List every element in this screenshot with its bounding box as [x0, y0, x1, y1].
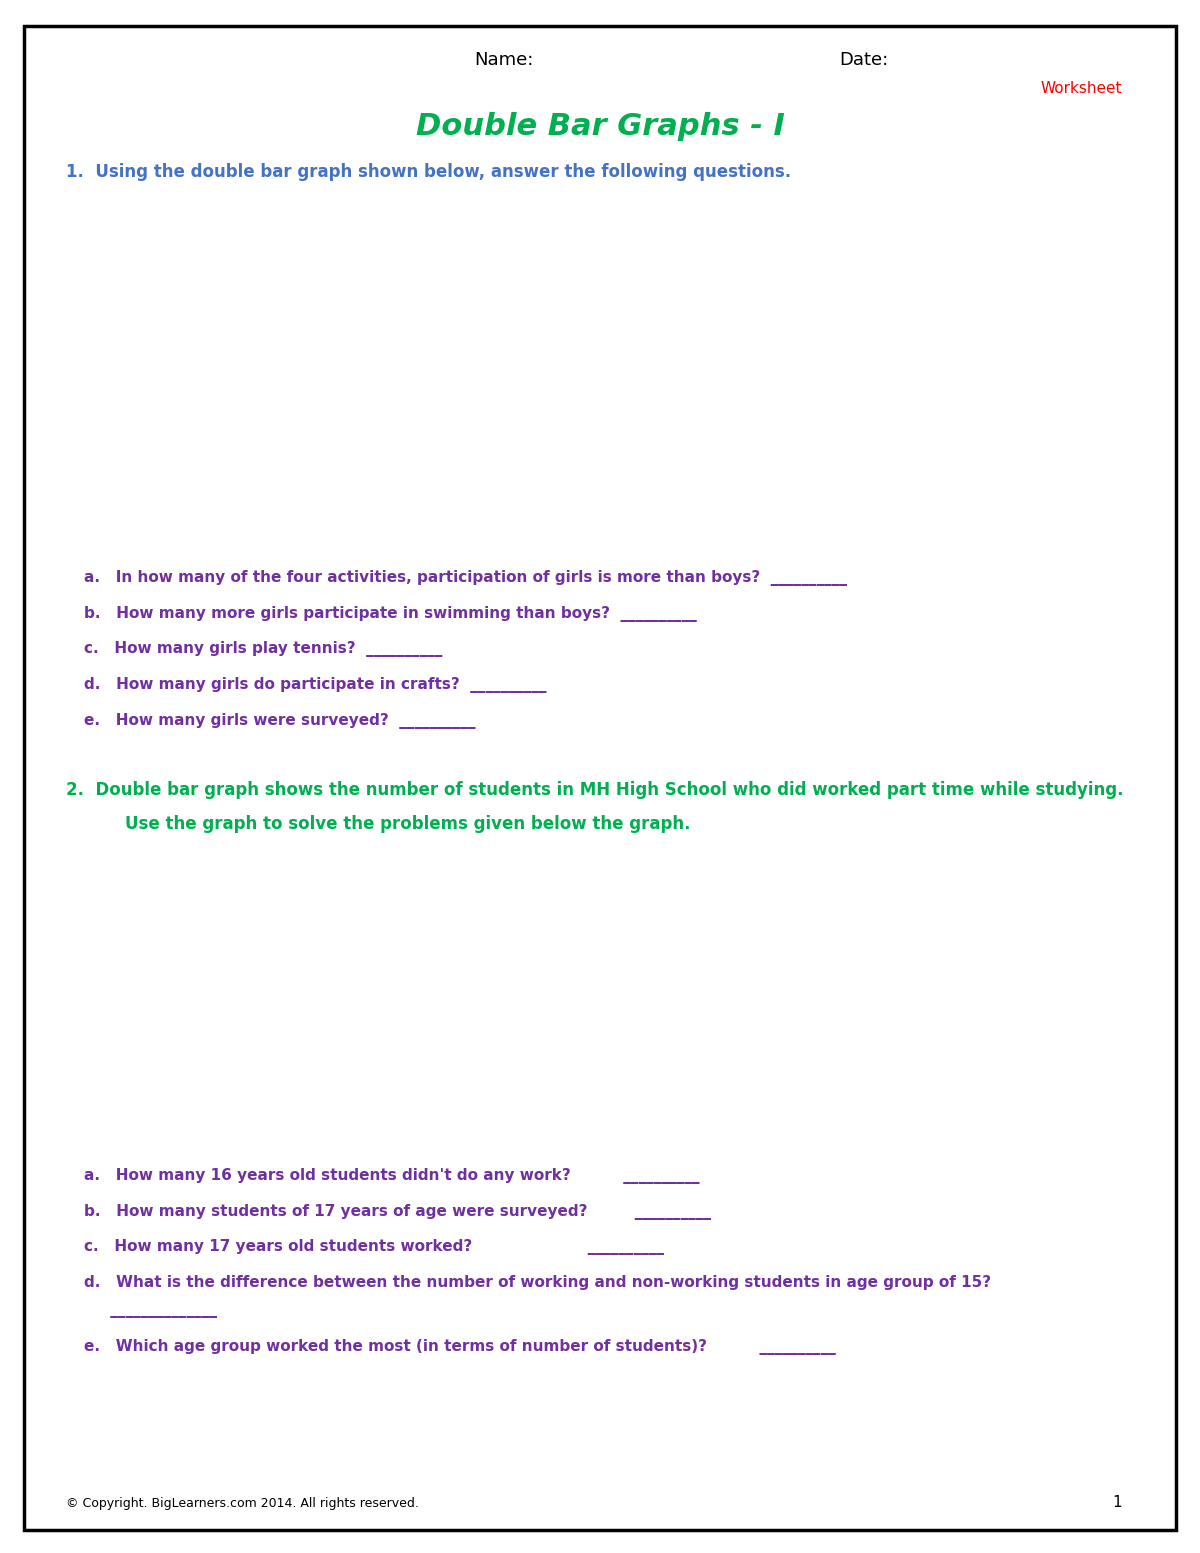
- Text: d.   What is the difference between the number of working and non-working studen: d. What is the difference between the nu…: [84, 1275, 991, 1291]
- Text: © Copyright. BigLearners.com 2014. All rights reserved.: © Copyright. BigLearners.com 2014. All r…: [66, 1497, 419, 1510]
- Text: b.   How many more girls participate in swimming than boys?  __________: b. How many more girls participate in sw…: [84, 606, 697, 621]
- Text: ______________: ______________: [84, 1303, 217, 1318]
- Bar: [706, 1023, 780, 1146]
- Bar: [844, 994, 918, 1146]
- Bar: [632, 871, 706, 1146]
- Text: Worksheet: Worksheet: [1040, 81, 1122, 96]
- Bar: [144, 244, 964, 275]
- Bar: [420, 1054, 494, 1146]
- Text: e.   How many girls were surveyed?  __________: e. How many girls were surveyed? _______…: [84, 713, 475, 728]
- Text: 1: 1: [1112, 1494, 1122, 1510]
- Text: Double Bar Graphs - I: Double Bar Graphs - I: [415, 112, 785, 141]
- Text: Date:: Date:: [839, 51, 889, 70]
- Bar: [144, 300, 486, 331]
- Bar: [282, 963, 356, 1146]
- Y-axis label: Number of students: Number of students: [120, 924, 133, 1062]
- Text: 2.  Double bar graph shows the number of students in MH High School who did work: 2. Double bar graph shows the number of …: [66, 781, 1123, 800]
- Text: Use the graph to solve the problems given below the graph.: Use the graph to solve the problems give…: [102, 815, 690, 834]
- Bar: [144, 474, 281, 505]
- Title: Participation in Camp Activities: Participation in Camp Activities: [402, 168, 774, 188]
- Text: a.   How many 16 years old students didn't do any work?          __________: a. How many 16 years old students didn't…: [84, 1168, 700, 1183]
- X-axis label: Age: Age: [584, 1179, 616, 1197]
- Legend: Worked, Didn't work: Worked, Didn't work: [470, 1239, 730, 1267]
- Text: c.   How many girls play tennis?  __________: c. How many girls play tennis? _________…: [84, 641, 443, 657]
- Bar: [494, 901, 568, 1146]
- Text: 1.  Using the double bar graph shown below, answer the following questions.: 1. Using the double bar graph shown belo…: [66, 163, 791, 182]
- Bar: [144, 331, 281, 362]
- Text: a.   In how many of the four activities, participation of girls is more than boy: a. In how many of the four activities, p…: [84, 570, 847, 585]
- Bar: [144, 213, 554, 244]
- Bar: [144, 505, 226, 536]
- Legend: Girls, Boys: Girls, Boys: [496, 623, 680, 649]
- Bar: [144, 418, 486, 449]
- Text: e.   Which age group worked the most (in terms of number of students)?          : e. Which age group worked the most (in t…: [84, 1339, 835, 1354]
- Text: b.   How many students of 17 years of age were surveyed?         __________: b. How many students of 17 years of age …: [84, 1204, 710, 1219]
- Bar: [208, 1086, 282, 1146]
- Text: Name:: Name:: [474, 51, 534, 70]
- Bar: [144, 387, 418, 418]
- Text: d.   How many girls do participate in crafts?  __________: d. How many girls do participate in craf…: [84, 677, 546, 693]
- Text: c.   How many 17 years old students worked?                      __________: c. How many 17 years old students worked…: [84, 1239, 664, 1255]
- Bar: [918, 932, 992, 1146]
- Title: Students Who Worked Ages 15-18: Students Who Worked Ages 15-18: [433, 814, 767, 832]
